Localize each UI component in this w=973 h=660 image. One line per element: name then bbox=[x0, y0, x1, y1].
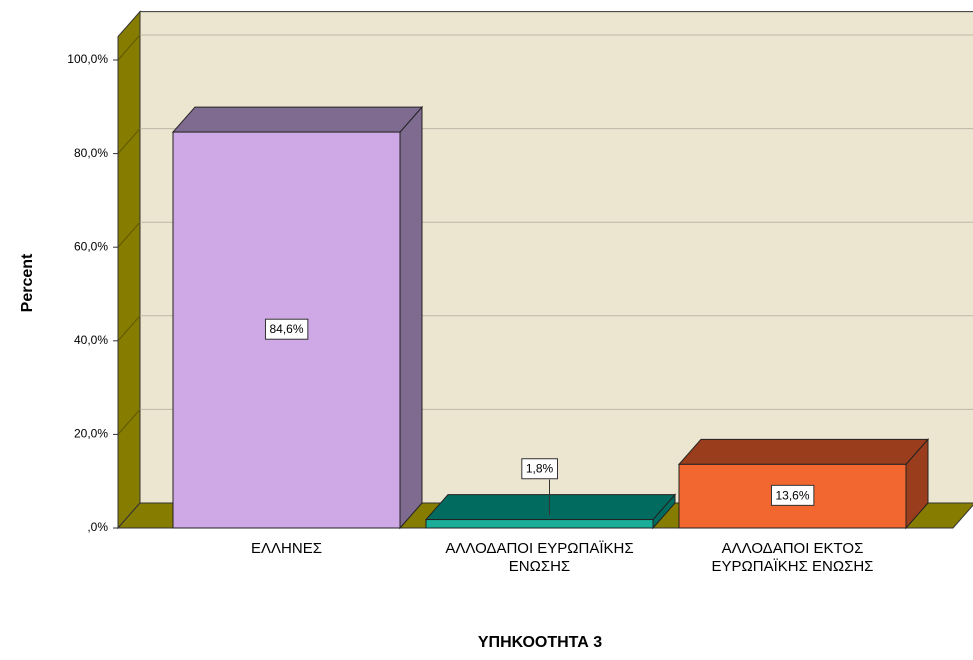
bar-top bbox=[171, 106, 424, 133]
left-wall bbox=[117, 10, 141, 530]
x-tick-label: ΑΛΛΟΔΑΠΟΙ ΕΚΤΟΣ ΕΥΡΩΠΑΪΚΗΣ ΕΝΩΣΗΣ bbox=[711, 540, 874, 575]
bar bbox=[425, 519, 654, 529]
x-tick-label: ΑΛΛΟΔΑΠΟΙ ΕΥΡΩΠΑΪΚΗΣ ΕΝΩΣΗΣ bbox=[445, 540, 634, 575]
x-tick-label: ΕΛΛΗΝΕΣ bbox=[251, 540, 322, 557]
y-axis-title: Percent bbox=[19, 253, 36, 312]
y-tick-label: 60,0% bbox=[74, 239, 108, 253]
value-label-box bbox=[521, 458, 559, 480]
grid-line-side bbox=[117, 128, 141, 154]
grid-line-side bbox=[117, 34, 141, 61]
grid-line-side bbox=[117, 315, 141, 342]
grid-line-side bbox=[117, 409, 141, 435]
value-label-box bbox=[770, 484, 815, 506]
value-label-box bbox=[264, 318, 309, 340]
bar-side bbox=[399, 105, 423, 530]
grid-line-side bbox=[117, 221, 141, 248]
bar-top bbox=[677, 438, 930, 465]
value-label: 84,6% bbox=[269, 322, 303, 336]
x-axis-title: ΥΠΗΚΟΟΤΗΤΑ 3 bbox=[478, 634, 602, 651]
y-tick-label: 40,0% bbox=[74, 333, 108, 347]
value-label: 13,6% bbox=[775, 488, 809, 502]
y-tick-label: 100,0% bbox=[67, 52, 108, 66]
bar-top bbox=[424, 494, 677, 521]
value-label: 1,8% bbox=[526, 462, 554, 476]
y-tick-label: 80,0% bbox=[74, 146, 108, 160]
y-tick-label: ,0% bbox=[87, 520, 108, 534]
y-tick-label: 20,0% bbox=[74, 427, 108, 441]
